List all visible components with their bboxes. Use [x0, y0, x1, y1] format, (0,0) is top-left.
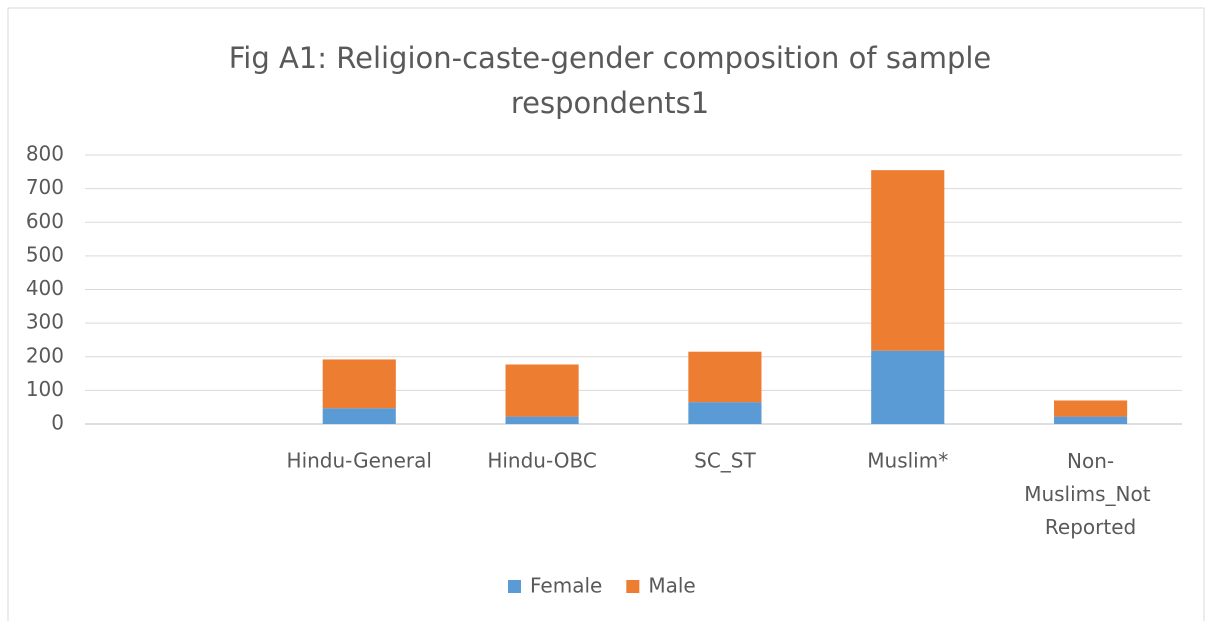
bar-segment — [322, 359, 396, 409]
x-tick-label: Hindu-General — [287, 449, 432, 473]
bar-segment — [688, 402, 762, 424]
y-tick-label: 700 — [26, 175, 64, 199]
bar-segment — [871, 170, 945, 351]
frame — [7, 7, 1205, 621]
bar-segment — [322, 408, 396, 424]
legend-swatch — [626, 580, 640, 593]
bar-segment — [505, 416, 579, 424]
legend-label: Male — [648, 574, 695, 598]
bar-segment — [505, 364, 579, 417]
bar-segment — [871, 350, 945, 424]
y-tick-label: 600 — [26, 209, 64, 233]
y-tick-label: 500 — [26, 242, 64, 266]
y-tick-label: 100 — [26, 377, 64, 401]
y-tick-label: 0 — [51, 411, 64, 435]
legend-label: Female — [530, 574, 602, 598]
legend-swatch — [508, 580, 521, 593]
bar-segment — [688, 351, 762, 403]
y-tick-label: 400 — [26, 276, 64, 300]
y-tick-label: 800 — [26, 142, 64, 166]
x-tick-label: SC_ST — [694, 449, 756, 473]
x-tick-label: Muslim* — [867, 449, 948, 473]
bar-segment — [1054, 400, 1128, 417]
x-tick-label: Hindu-OBC — [487, 449, 597, 473]
y-tick-label: 300 — [26, 310, 64, 334]
x-tick-label: Non-Muslims_Not Reported — [1024, 449, 1157, 539]
chart-title: Fig A1: Religion-caste-gender compositio… — [228, 41, 992, 120]
y-tick-label: 200 — [26, 343, 64, 367]
bar-segment — [1054, 416, 1128, 424]
